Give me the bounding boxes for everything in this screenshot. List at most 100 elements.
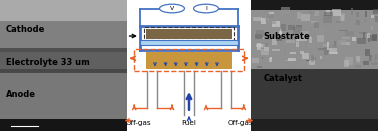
Bar	[300, 51, 304, 54]
Bar	[363, 61, 369, 65]
Bar	[371, 15, 374, 18]
Bar	[332, 9, 341, 16]
Bar	[261, 18, 266, 24]
Bar	[144, 27, 234, 40]
Bar	[330, 52, 338, 54]
Bar	[279, 31, 282, 36]
Bar	[363, 32, 365, 39]
Bar	[296, 41, 300, 42]
Bar	[272, 21, 280, 27]
Bar	[146, 52, 232, 69]
Bar	[370, 26, 372, 30]
Bar	[342, 21, 350, 22]
Bar	[373, 9, 378, 14]
Bar	[345, 57, 353, 65]
Bar	[272, 49, 280, 51]
Bar	[0, 69, 127, 73]
Bar	[357, 38, 366, 44]
Bar	[297, 34, 307, 41]
Bar	[290, 52, 296, 54]
Bar	[344, 60, 349, 67]
Bar	[375, 16, 378, 22]
Bar	[280, 29, 282, 36]
Bar	[309, 60, 315, 65]
Bar	[311, 55, 314, 62]
Bar	[0, 119, 127, 131]
Text: I: I	[205, 6, 207, 11]
Bar	[312, 57, 316, 60]
Bar	[0, 0, 127, 119]
Bar	[281, 7, 290, 14]
Bar	[341, 15, 344, 21]
Text: Off-gas: Off-gas	[227, 120, 253, 126]
Bar	[251, 0, 378, 10]
Bar	[251, 10, 378, 69]
Bar	[0, 52, 127, 69]
Bar	[336, 21, 341, 23]
Bar	[268, 20, 276, 24]
Circle shape	[160, 4, 184, 13]
Text: Catalyst: Catalyst	[264, 74, 303, 83]
Bar	[257, 66, 262, 68]
Bar	[314, 22, 319, 28]
Bar	[284, 50, 286, 55]
Bar	[332, 46, 339, 51]
Bar	[301, 14, 310, 21]
Circle shape	[194, 4, 218, 13]
Bar	[317, 35, 324, 42]
Bar	[272, 38, 277, 45]
Bar	[365, 49, 370, 56]
Bar	[257, 43, 261, 50]
Bar	[251, 119, 378, 131]
Bar	[0, 0, 127, 21]
Bar	[266, 15, 274, 18]
Text: Off-gas: Off-gas	[125, 120, 151, 126]
Bar	[293, 57, 296, 65]
Bar	[262, 57, 263, 59]
Bar	[297, 12, 301, 19]
Text: Anode: Anode	[6, 90, 36, 99]
Bar	[365, 11, 367, 17]
Bar	[323, 44, 328, 47]
Bar	[268, 58, 273, 62]
Bar	[334, 41, 336, 46]
Bar	[327, 10, 330, 15]
Bar	[351, 8, 353, 15]
Bar	[265, 15, 269, 21]
Bar	[268, 12, 274, 14]
Bar	[375, 54, 378, 60]
Text: Cathode: Cathode	[6, 25, 45, 34]
Bar	[264, 47, 269, 51]
Bar	[306, 60, 310, 61]
Bar	[0, 21, 127, 48]
Bar	[319, 26, 325, 33]
Bar	[364, 19, 367, 22]
Bar	[342, 37, 350, 39]
Bar	[252, 58, 259, 63]
Bar	[324, 51, 328, 55]
Bar	[0, 73, 127, 119]
Bar	[372, 34, 377, 41]
Text: Electrolyte 33 um: Electrolyte 33 um	[6, 58, 90, 67]
Bar	[309, 37, 311, 43]
Bar	[355, 65, 361, 68]
Bar	[256, 44, 263, 47]
Bar	[267, 38, 272, 40]
Bar	[288, 25, 295, 30]
Bar	[277, 36, 282, 40]
Bar	[261, 49, 269, 55]
Bar	[345, 31, 354, 36]
Bar	[327, 42, 329, 50]
Bar	[370, 35, 377, 41]
Bar	[286, 60, 295, 61]
Bar	[288, 58, 296, 61]
Bar	[273, 16, 282, 19]
Bar	[265, 43, 268, 47]
Bar	[253, 17, 262, 21]
Bar	[356, 12, 359, 17]
Bar	[356, 56, 360, 61]
Bar	[296, 25, 302, 27]
Bar	[300, 31, 309, 38]
Bar	[369, 55, 372, 61]
Bar	[268, 33, 276, 39]
